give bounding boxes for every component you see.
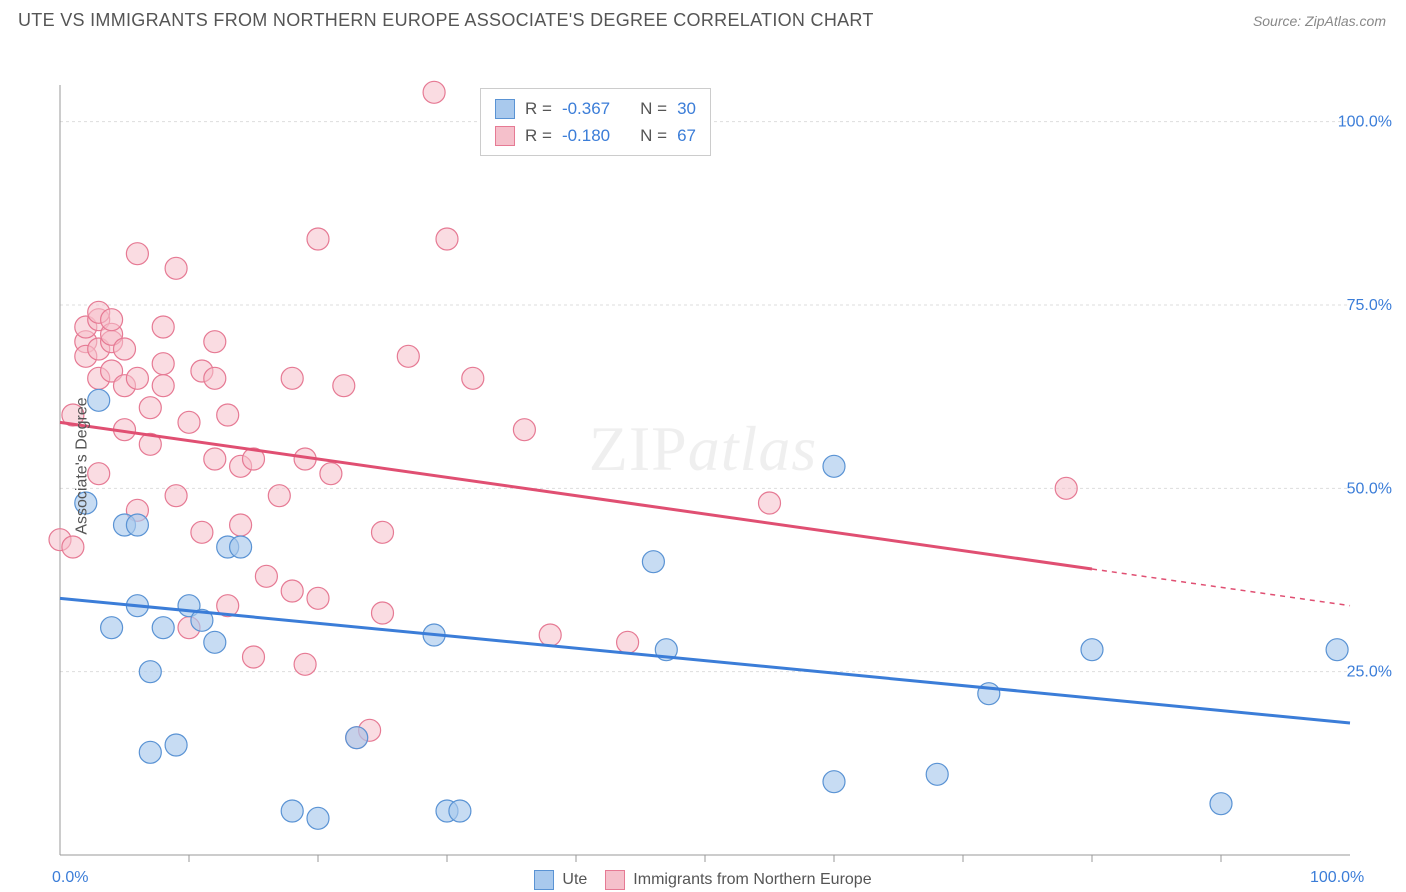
point-immigrants bbox=[307, 587, 329, 609]
correlation-box: R = -0.367 N = 30 R = -0.180 N = 67 bbox=[480, 88, 711, 156]
legend-label: Ute bbox=[562, 871, 587, 889]
y-tick-label: 75.0% bbox=[1347, 297, 1392, 314]
chart-area: Associate's Degree ZIPatlas 25.0%50.0%75… bbox=[0, 40, 1406, 892]
legend-item: Immigrants from Northern Europe bbox=[605, 870, 871, 890]
point-ute bbox=[1326, 639, 1348, 661]
n-label: N = bbox=[640, 122, 667, 149]
correlation-row: R = -0.180 N = 67 bbox=[495, 122, 696, 149]
point-immigrants bbox=[759, 492, 781, 514]
point-ute bbox=[307, 807, 329, 829]
point-immigrants bbox=[165, 257, 187, 279]
point-immigrants bbox=[539, 624, 561, 646]
n-value: 67 bbox=[677, 122, 696, 149]
point-immigrants bbox=[204, 448, 226, 470]
point-ute bbox=[823, 455, 845, 477]
r-label: R = bbox=[525, 122, 552, 149]
y-tick-label: 100.0% bbox=[1338, 114, 1392, 131]
point-immigrants bbox=[139, 397, 161, 419]
point-immigrants bbox=[268, 485, 290, 507]
point-ute bbox=[126, 514, 148, 536]
legend-item: Ute bbox=[534, 870, 587, 890]
n-label: N = bbox=[640, 95, 667, 122]
point-immigrants bbox=[372, 602, 394, 624]
point-immigrants bbox=[281, 580, 303, 602]
chart-header: UTE VS IMMIGRANTS FROM NORTHERN EUROPE A… bbox=[0, 0, 1406, 36]
point-ute bbox=[1210, 793, 1232, 815]
point-immigrants bbox=[62, 536, 84, 558]
point-ute bbox=[139, 661, 161, 683]
point-immigrants bbox=[513, 419, 535, 441]
r-value: -0.367 bbox=[562, 95, 610, 122]
point-immigrants bbox=[152, 353, 174, 375]
r-value: -0.180 bbox=[562, 122, 610, 149]
point-immigrants bbox=[281, 367, 303, 389]
point-immigrants bbox=[436, 228, 458, 250]
legend-swatch bbox=[605, 870, 625, 890]
point-immigrants bbox=[152, 316, 174, 338]
point-ute bbox=[101, 617, 123, 639]
legend-swatch bbox=[495, 126, 515, 146]
source-link[interactable]: ZipAtlas.com bbox=[1305, 13, 1386, 29]
point-immigrants bbox=[191, 521, 213, 543]
chart-source: Source: ZipAtlas.com bbox=[1253, 13, 1386, 29]
point-immigrants bbox=[204, 331, 226, 353]
legend-swatch bbox=[495, 99, 515, 119]
point-immigrants bbox=[165, 485, 187, 507]
correlation-row: R = -0.367 N = 30 bbox=[495, 95, 696, 122]
y-tick-label: 25.0% bbox=[1347, 664, 1392, 681]
point-ute bbox=[230, 536, 252, 558]
point-ute bbox=[449, 800, 471, 822]
source-prefix: Source: bbox=[1253, 13, 1305, 29]
x-axis-min-label: 0.0% bbox=[52, 869, 88, 887]
trendline-immigrants bbox=[60, 422, 1092, 569]
point-ute bbox=[926, 763, 948, 785]
point-ute bbox=[204, 631, 226, 653]
bottom-legend: Ute Immigrants from Northern Europe bbox=[0, 870, 1406, 890]
point-immigrants bbox=[294, 653, 316, 675]
point-ute bbox=[1081, 639, 1103, 661]
point-immigrants bbox=[320, 463, 342, 485]
point-ute bbox=[642, 551, 664, 573]
point-immigrants bbox=[617, 631, 639, 653]
point-immigrants bbox=[307, 228, 329, 250]
r-label: R = bbox=[525, 95, 552, 122]
chart-title: UTE VS IMMIGRANTS FROM NORTHERN EUROPE A… bbox=[18, 10, 874, 31]
point-immigrants bbox=[217, 404, 239, 426]
point-immigrants bbox=[1055, 477, 1077, 499]
point-immigrants bbox=[204, 367, 226, 389]
scatter-plot-svg: 25.0% 50.0% 75.0% 100.0% bbox=[0, 40, 1406, 892]
point-ute bbox=[152, 617, 174, 639]
point-immigrants bbox=[372, 521, 394, 543]
point-immigrants bbox=[397, 345, 419, 367]
y-axis-label: Associate's Degree bbox=[74, 397, 92, 534]
point-ute bbox=[823, 771, 845, 793]
legend-label: Immigrants from Northern Europe bbox=[633, 871, 871, 889]
x-axis-max-label: 100.0% bbox=[1310, 869, 1364, 887]
point-immigrants bbox=[126, 243, 148, 265]
point-ute bbox=[139, 741, 161, 763]
n-value: 30 bbox=[677, 95, 696, 122]
point-ute bbox=[165, 734, 187, 756]
point-ute bbox=[281, 800, 303, 822]
point-immigrants bbox=[462, 367, 484, 389]
point-immigrants bbox=[178, 411, 200, 433]
point-immigrants bbox=[101, 309, 123, 331]
point-immigrants bbox=[255, 565, 277, 587]
legend-swatch bbox=[534, 870, 554, 890]
point-immigrants bbox=[230, 514, 252, 536]
point-immigrants bbox=[114, 338, 136, 360]
point-immigrants bbox=[333, 375, 355, 397]
point-immigrants bbox=[243, 646, 265, 668]
point-immigrants bbox=[126, 367, 148, 389]
point-immigrants bbox=[423, 81, 445, 103]
point-ute bbox=[346, 727, 368, 749]
trendline-immigrants-extrapolated bbox=[1092, 569, 1350, 606]
point-immigrants bbox=[152, 375, 174, 397]
y-tick-label: 50.0% bbox=[1347, 480, 1392, 497]
